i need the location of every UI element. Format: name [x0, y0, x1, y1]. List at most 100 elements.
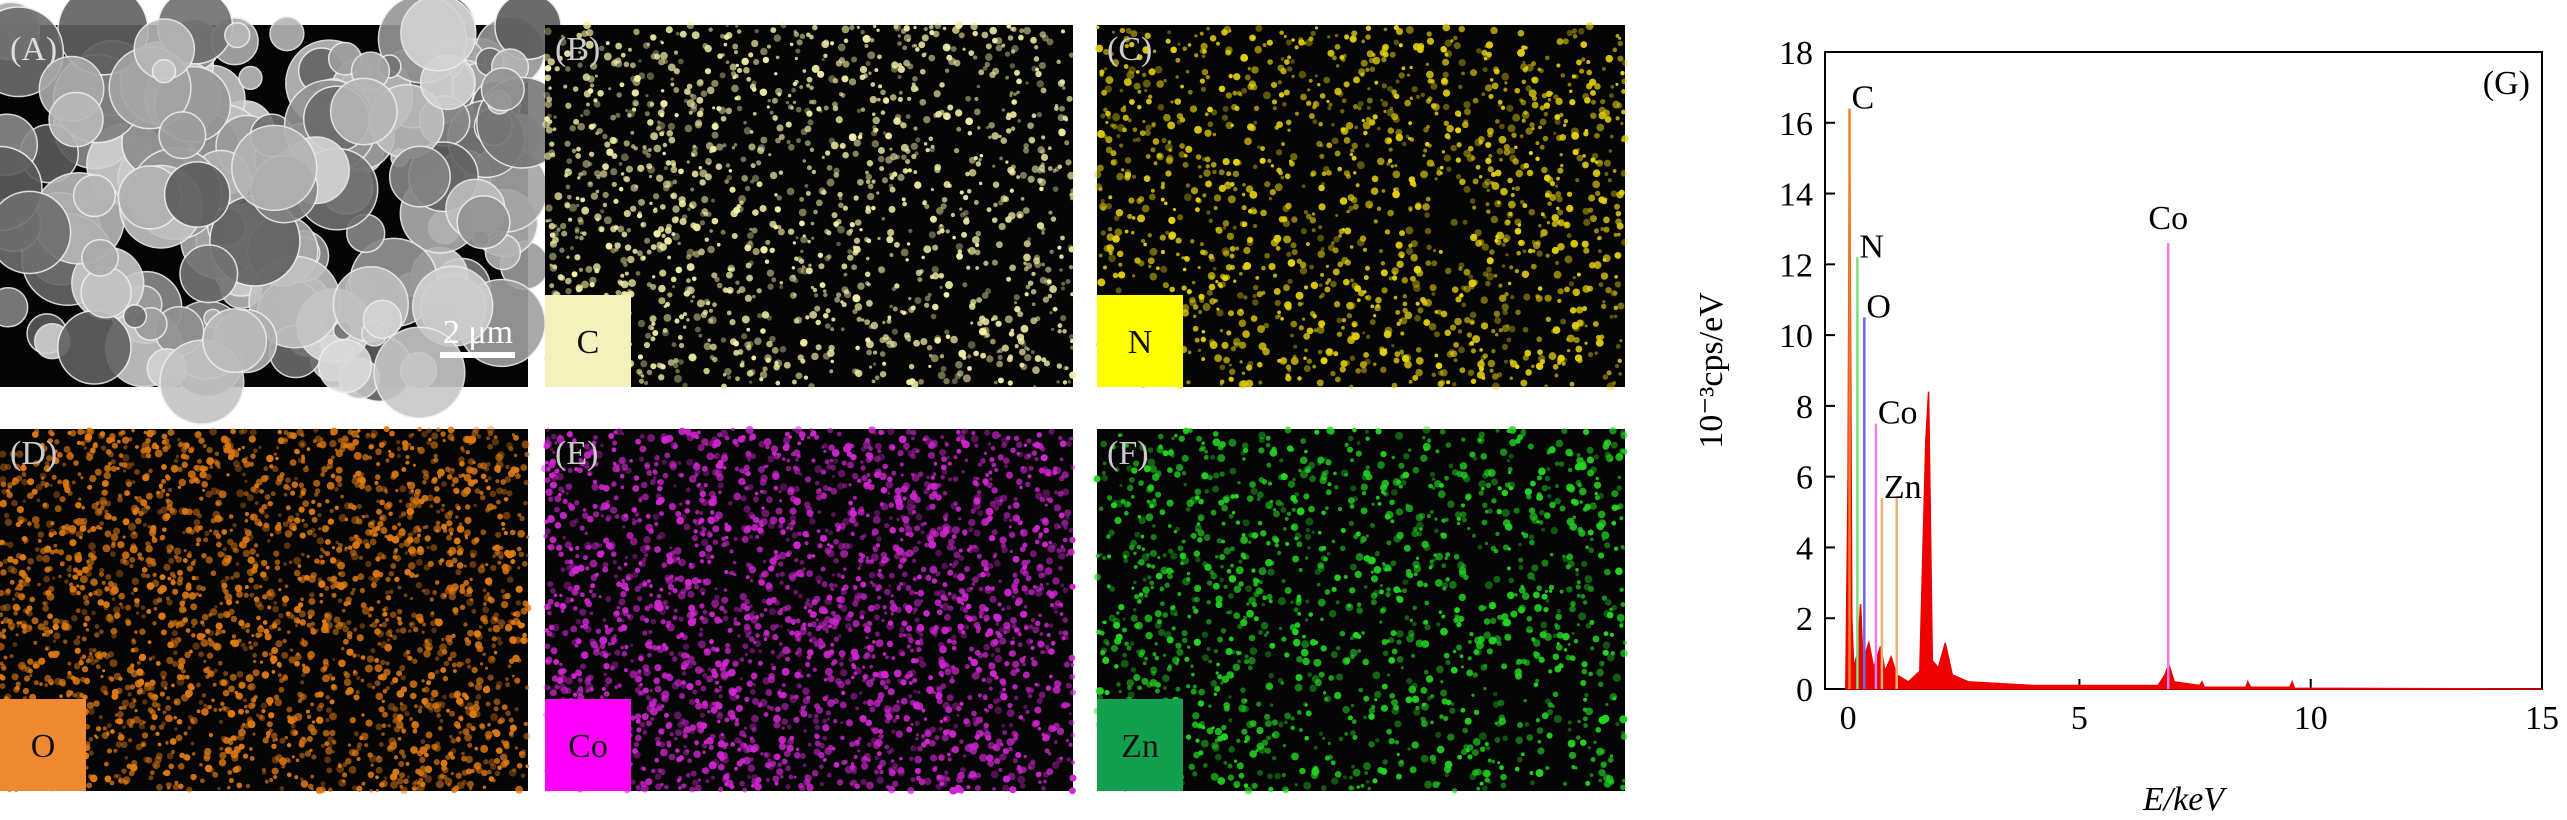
element-dot [1020, 324, 1029, 333]
element-dot [908, 363, 915, 370]
element-dot [997, 354, 1003, 361]
element-dot [1316, 379, 1324, 387]
element-dot [823, 105, 829, 111]
element-dot [620, 256, 628, 264]
element-dot [877, 236, 881, 241]
element-dot [124, 755, 129, 760]
element-dot [648, 174, 653, 179]
element-dot [588, 151, 595, 157]
element-dot [1043, 360, 1050, 367]
element-dot [1620, 70, 1625, 76]
element-dot [1010, 126, 1016, 131]
element-dot [27, 658, 34, 665]
element-dot [1411, 86, 1418, 93]
element-dot [563, 84, 568, 89]
element-dot [1119, 88, 1124, 93]
element-dot [310, 702, 314, 707]
element-dot [462, 728, 470, 736]
element-dot [691, 205, 695, 209]
element-dot [989, 26, 998, 35]
element-dot [1177, 214, 1184, 221]
element-dot [1274, 125, 1280, 130]
element-dot [953, 147, 960, 154]
element-dot [503, 530, 508, 536]
element-dot [682, 312, 687, 317]
element-dot [733, 50, 738, 55]
element-dot [999, 156, 1003, 161]
element-dot [1250, 83, 1258, 91]
element-dot [1031, 302, 1036, 307]
element-dot [651, 321, 656, 326]
element-dot [228, 739, 234, 746]
element-dot [945, 281, 954, 290]
element-dot [458, 522, 463, 527]
element-dot [905, 114, 911, 119]
element-dot [836, 292, 842, 298]
element-dot [1351, 282, 1359, 290]
element-dot [1287, 278, 1293, 284]
element-dot [736, 290, 741, 294]
element-dot [391, 470, 399, 478]
element-dot [285, 477, 291, 484]
element-dot [596, 127, 603, 134]
element-dot [142, 720, 146, 724]
element-dot [593, 100, 601, 108]
element-dot [512, 654, 520, 663]
element-dot [1511, 132, 1517, 138]
element-dot [892, 306, 898, 312]
element-dot [760, 47, 768, 56]
element-dot [375, 775, 379, 780]
element-dot [207, 670, 215, 678]
element-dot [1003, 196, 1010, 203]
element-dot [524, 685, 530, 690]
element-dot [928, 54, 936, 62]
element-dot [68, 565, 72, 569]
element-dot [1068, 52, 1075, 58]
element-dot [1252, 164, 1258, 170]
element-dot [841, 301, 847, 308]
element-dot [1264, 181, 1271, 188]
element-dot [950, 212, 956, 218]
element-dot [94, 468, 102, 476]
element-dot [1414, 314, 1421, 322]
element-dot [411, 721, 420, 729]
element-dot [229, 528, 233, 532]
element-dot [1490, 26, 1498, 35]
element-dot [941, 197, 948, 203]
element-dot [771, 277, 777, 283]
element-dot [872, 116, 880, 125]
element-dot [764, 259, 770, 264]
element-dot [849, 24, 855, 31]
element-dot [810, 221, 815, 226]
element-dot [565, 168, 570, 172]
element-dot [625, 165, 633, 173]
element-dot [1020, 197, 1025, 201]
element-dot [1470, 320, 1474, 325]
element-dot [709, 318, 714, 322]
element-dot [1396, 28, 1404, 36]
element-dot [274, 559, 281, 565]
element-dot [802, 234, 806, 238]
element-dot [824, 150, 831, 156]
element-dot [399, 665, 406, 671]
element-dot [1228, 73, 1233, 79]
element-dot [1179, 143, 1185, 149]
element-dot [1621, 135, 1629, 143]
element-dot [264, 494, 271, 500]
element-dot [286, 742, 292, 748]
element-dot [242, 549, 250, 558]
element-dot [286, 706, 293, 713]
element-dot [558, 38, 567, 46]
element-dot [1395, 309, 1401, 315]
element-dot [337, 571, 342, 576]
element-dot [392, 635, 398, 641]
element-dot [1300, 228, 1307, 235]
element-dot [649, 201, 653, 205]
element-dot [1108, 254, 1116, 263]
element-dot [1569, 89, 1573, 93]
element-dot [797, 354, 804, 361]
element-dot [1572, 288, 1581, 297]
element-dot [1227, 195, 1236, 204]
element-dot [1229, 264, 1236, 270]
element-dot [1142, 120, 1146, 124]
